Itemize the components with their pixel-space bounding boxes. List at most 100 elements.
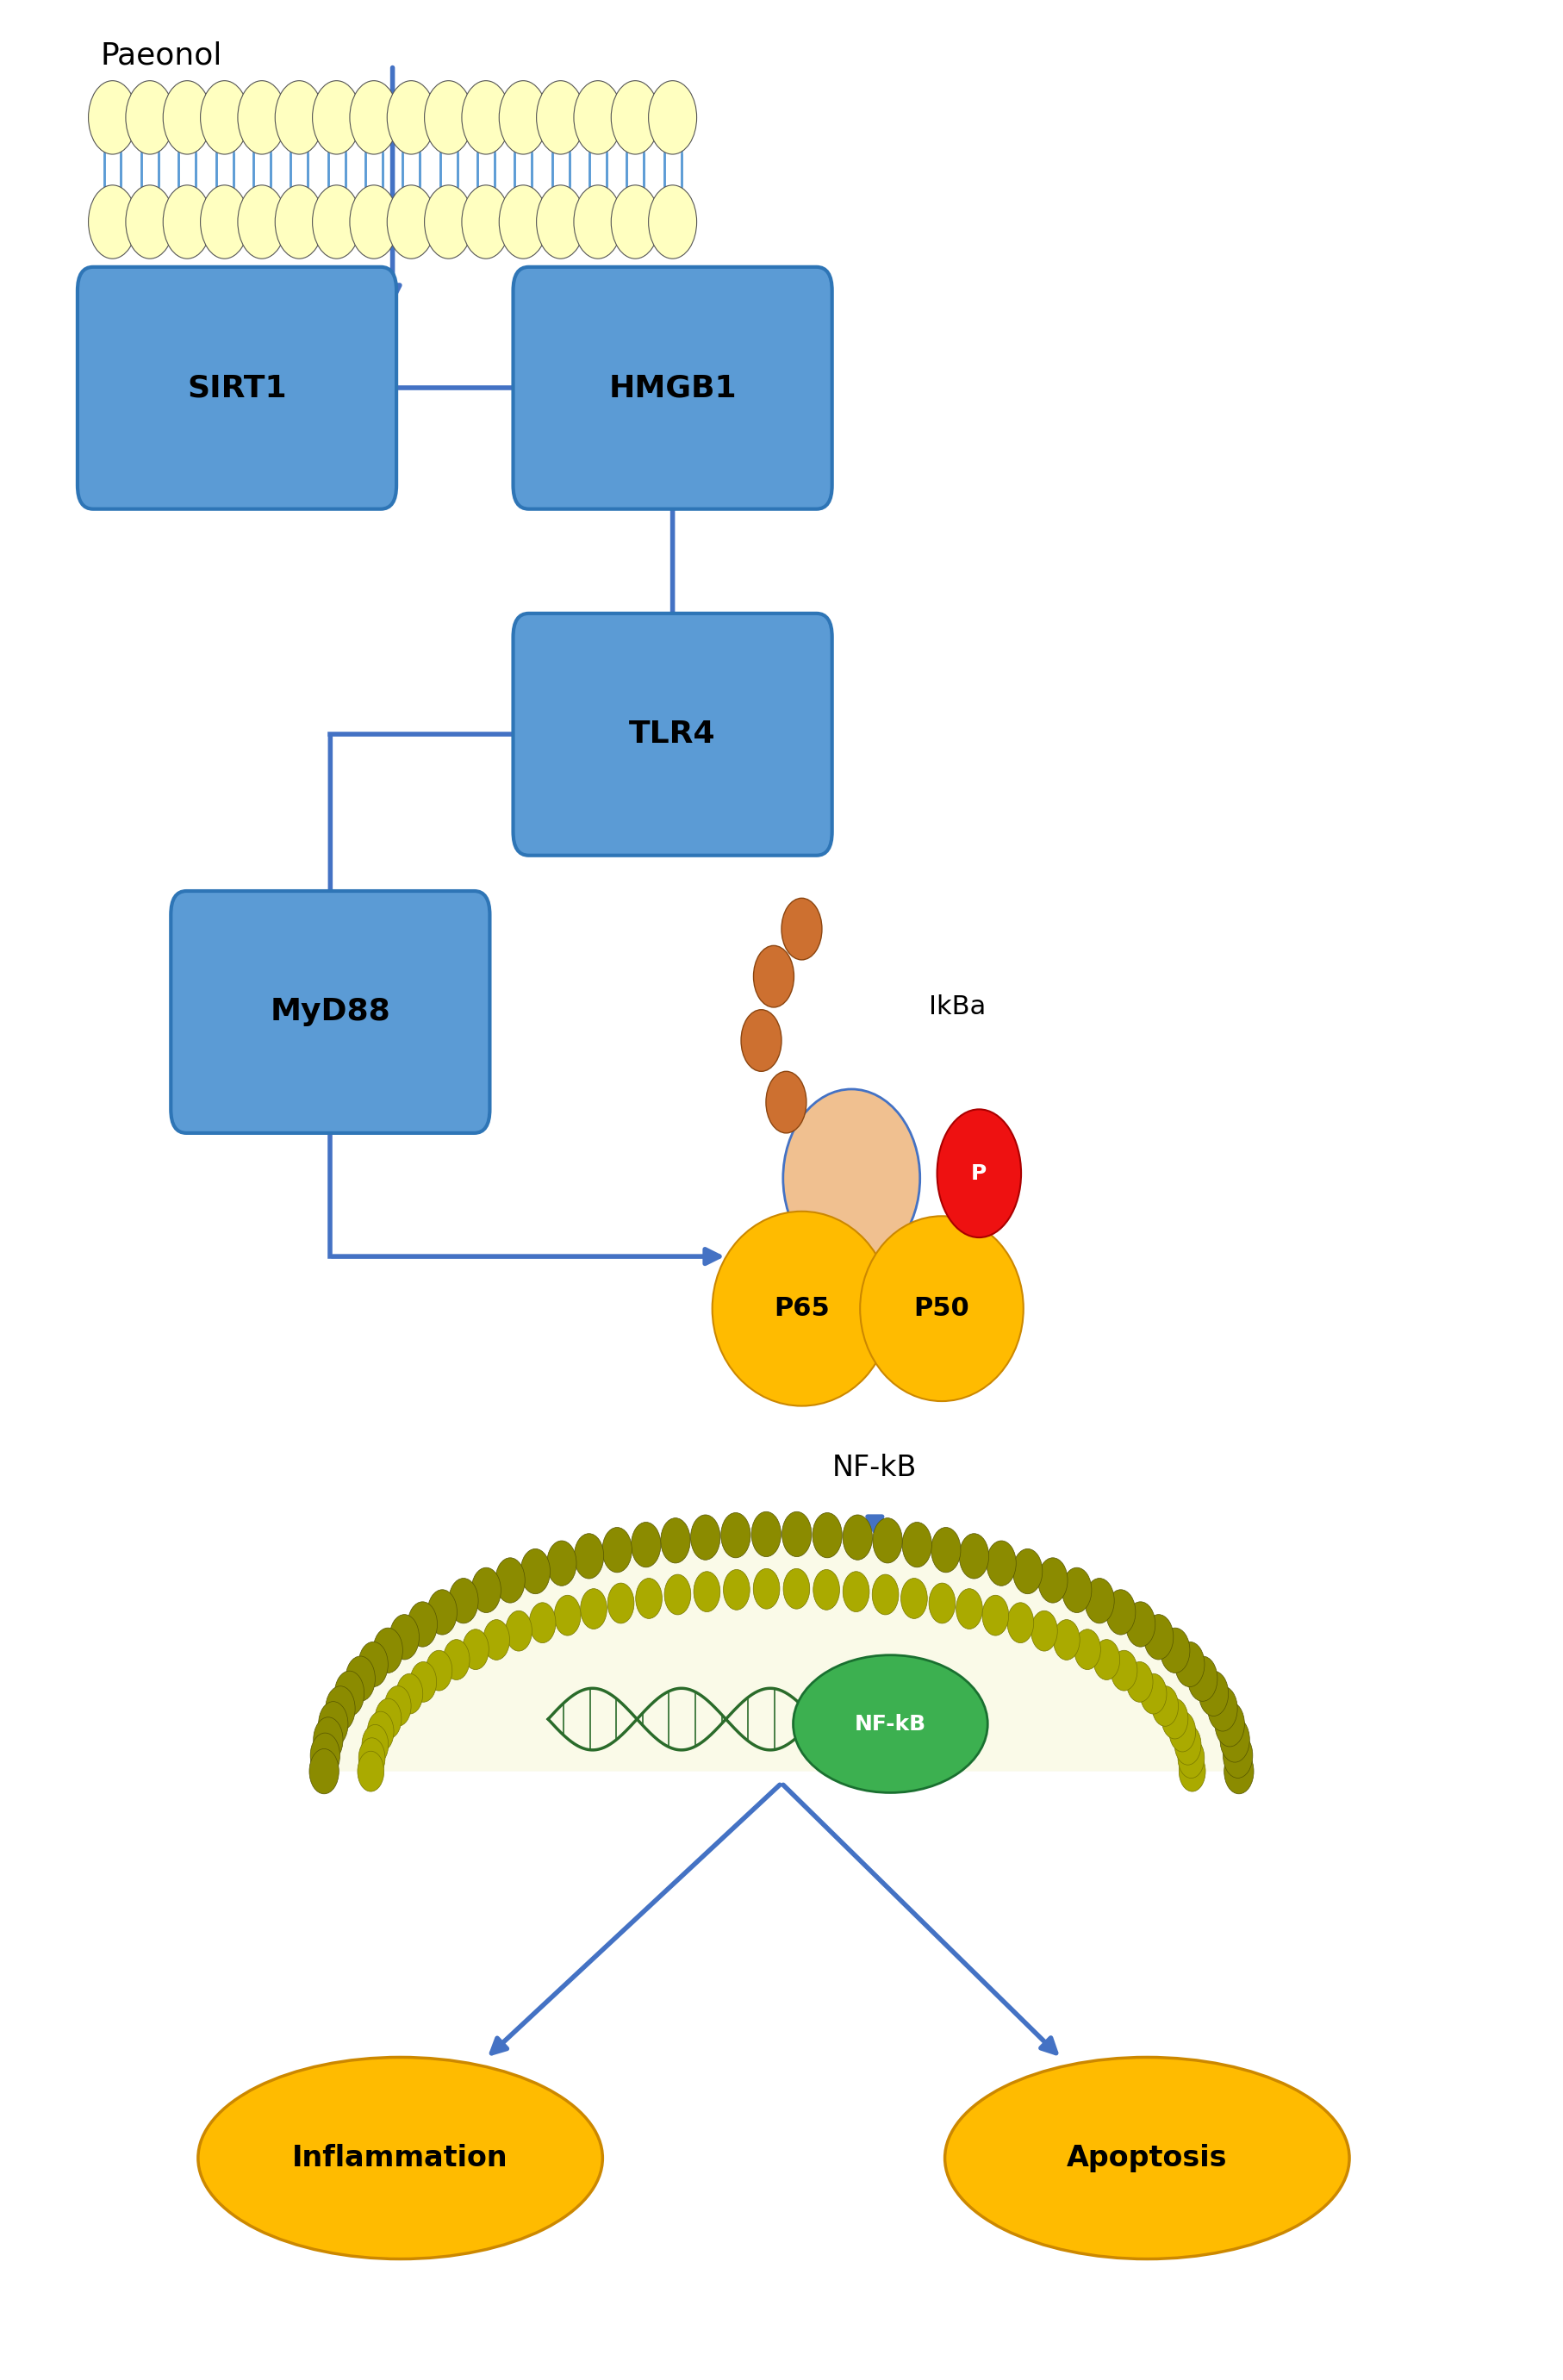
Circle shape [461,186,510,259]
Circle shape [314,1718,342,1761]
Circle shape [461,81,510,155]
Circle shape [1214,1702,1244,1747]
Circle shape [425,1649,452,1690]
FancyBboxPatch shape [78,267,397,509]
Text: P65: P65 [774,1297,830,1321]
Circle shape [574,81,622,155]
Circle shape [125,186,173,259]
Circle shape [536,81,585,155]
Circle shape [1111,1649,1138,1690]
Circle shape [782,1511,811,1557]
Circle shape [1061,1568,1091,1614]
Circle shape [530,1602,556,1642]
Circle shape [358,1642,388,1687]
Text: MyD88: MyD88 [270,997,391,1026]
Circle shape [463,1630,489,1671]
Circle shape [611,81,660,155]
Circle shape [1208,1685,1238,1730]
Circle shape [1152,1685,1179,1725]
Circle shape [783,1568,810,1609]
FancyBboxPatch shape [513,614,832,854]
Circle shape [1074,1630,1100,1671]
Circle shape [547,1540,577,1585]
Circle shape [1007,1602,1033,1642]
Circle shape [694,1571,721,1611]
Circle shape [374,1628,403,1673]
Circle shape [753,1568,780,1609]
Text: Inflammation: Inflammation [292,2144,508,2173]
Circle shape [664,1576,691,1614]
Circle shape [1188,1656,1218,1702]
Circle shape [1085,1578,1114,1623]
Circle shape [388,81,436,155]
Circle shape [900,1578,927,1618]
Circle shape [275,81,324,155]
Circle shape [611,186,660,259]
Ellipse shape [783,1090,921,1266]
Circle shape [345,1656,375,1702]
Circle shape [1175,1726,1200,1766]
Circle shape [872,1576,899,1614]
Text: P: P [971,1164,986,1183]
Circle shape [1125,1602,1155,1647]
Circle shape [520,1549,550,1595]
Ellipse shape [713,1211,891,1407]
Circle shape [200,186,249,259]
Circle shape [449,1578,478,1623]
Circle shape [1013,1549,1043,1595]
Circle shape [602,1528,631,1573]
Circle shape [957,1590,983,1628]
Circle shape [649,186,697,259]
Circle shape [358,1737,384,1778]
Circle shape [1179,1752,1205,1792]
Text: P50: P50 [914,1297,969,1321]
Circle shape [1038,1559,1068,1602]
Text: Paeonol: Paeonol [100,40,222,71]
Circle shape [1107,1590,1136,1635]
Circle shape [505,1611,531,1652]
Circle shape [741,1009,782,1071]
Circle shape [309,1749,339,1795]
Circle shape [325,1685,355,1730]
Circle shape [1224,1749,1254,1795]
Polygon shape [338,1547,1225,1771]
Circle shape [1199,1671,1229,1716]
Circle shape [721,1514,750,1559]
Circle shape [238,81,286,155]
Circle shape [397,1673,424,1714]
Ellipse shape [199,2056,603,2259]
Circle shape [313,186,361,259]
Circle shape [334,1671,364,1716]
Text: NF-kB: NF-kB [833,1454,917,1483]
Circle shape [766,1071,807,1133]
Circle shape [1094,1640,1119,1680]
Circle shape [408,1602,438,1647]
Circle shape [163,186,211,259]
Circle shape [1179,1737,1205,1778]
Circle shape [724,1568,750,1609]
FancyBboxPatch shape [513,267,832,509]
Circle shape [580,1590,606,1628]
Circle shape [649,81,697,155]
Circle shape [1224,1733,1252,1778]
Circle shape [631,1523,661,1568]
Circle shape [275,186,324,259]
Circle shape [389,1614,419,1659]
Circle shape [427,1590,456,1635]
FancyBboxPatch shape [170,890,489,1133]
Circle shape [499,186,547,259]
Circle shape [311,1733,339,1778]
Circle shape [982,1595,1008,1635]
Circle shape [1127,1661,1153,1702]
Text: IkBa: IkBa [928,995,986,1019]
Circle shape [238,186,286,259]
Circle shape [89,81,136,155]
Circle shape [986,1540,1016,1585]
Circle shape [782,897,822,959]
Circle shape [938,1109,1021,1238]
Circle shape [472,1568,502,1614]
Circle shape [384,1685,411,1725]
Circle shape [388,186,436,259]
Circle shape [425,186,472,259]
Circle shape [960,1533,989,1578]
